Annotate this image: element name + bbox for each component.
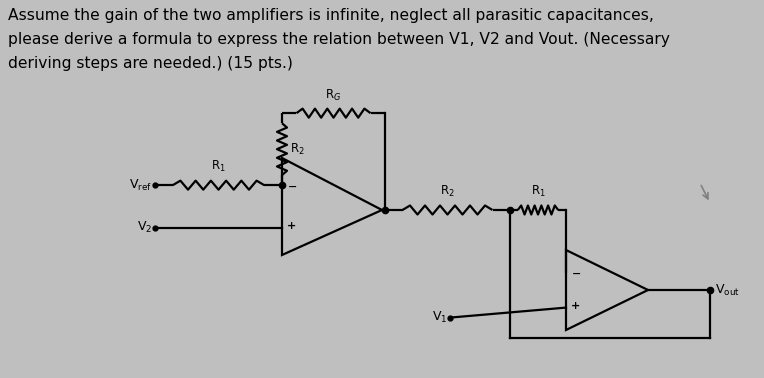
Text: R$_G$: R$_G$ (325, 88, 342, 103)
Text: R$_2$: R$_2$ (440, 184, 455, 199)
Text: V$_1$: V$_1$ (432, 310, 447, 325)
Text: +: + (571, 301, 580, 311)
Text: −: − (288, 182, 297, 192)
Text: Assume the gain of the two amplifiers is infinite, neglect all parasitic capacit: Assume the gain of the two amplifiers is… (8, 8, 654, 23)
Text: −: − (572, 269, 581, 279)
Text: deriving steps are needed.) (15 pts.): deriving steps are needed.) (15 pts.) (8, 56, 293, 71)
Text: +: + (287, 221, 296, 231)
Text: please derive a formula to express the relation between V1, V2 and Vout. (Necess: please derive a formula to express the r… (8, 32, 670, 47)
Text: R$_1$: R$_1$ (531, 184, 545, 199)
Text: V$_2$: V$_2$ (137, 220, 152, 235)
Text: R$_2$: R$_2$ (290, 142, 305, 157)
Text: R$_1$: R$_1$ (211, 159, 226, 174)
Text: V$_{\mathregular{ref}}$: V$_{\mathregular{ref}}$ (129, 178, 152, 193)
Text: V$_{\mathregular{out}}$: V$_{\mathregular{out}}$ (715, 282, 740, 297)
